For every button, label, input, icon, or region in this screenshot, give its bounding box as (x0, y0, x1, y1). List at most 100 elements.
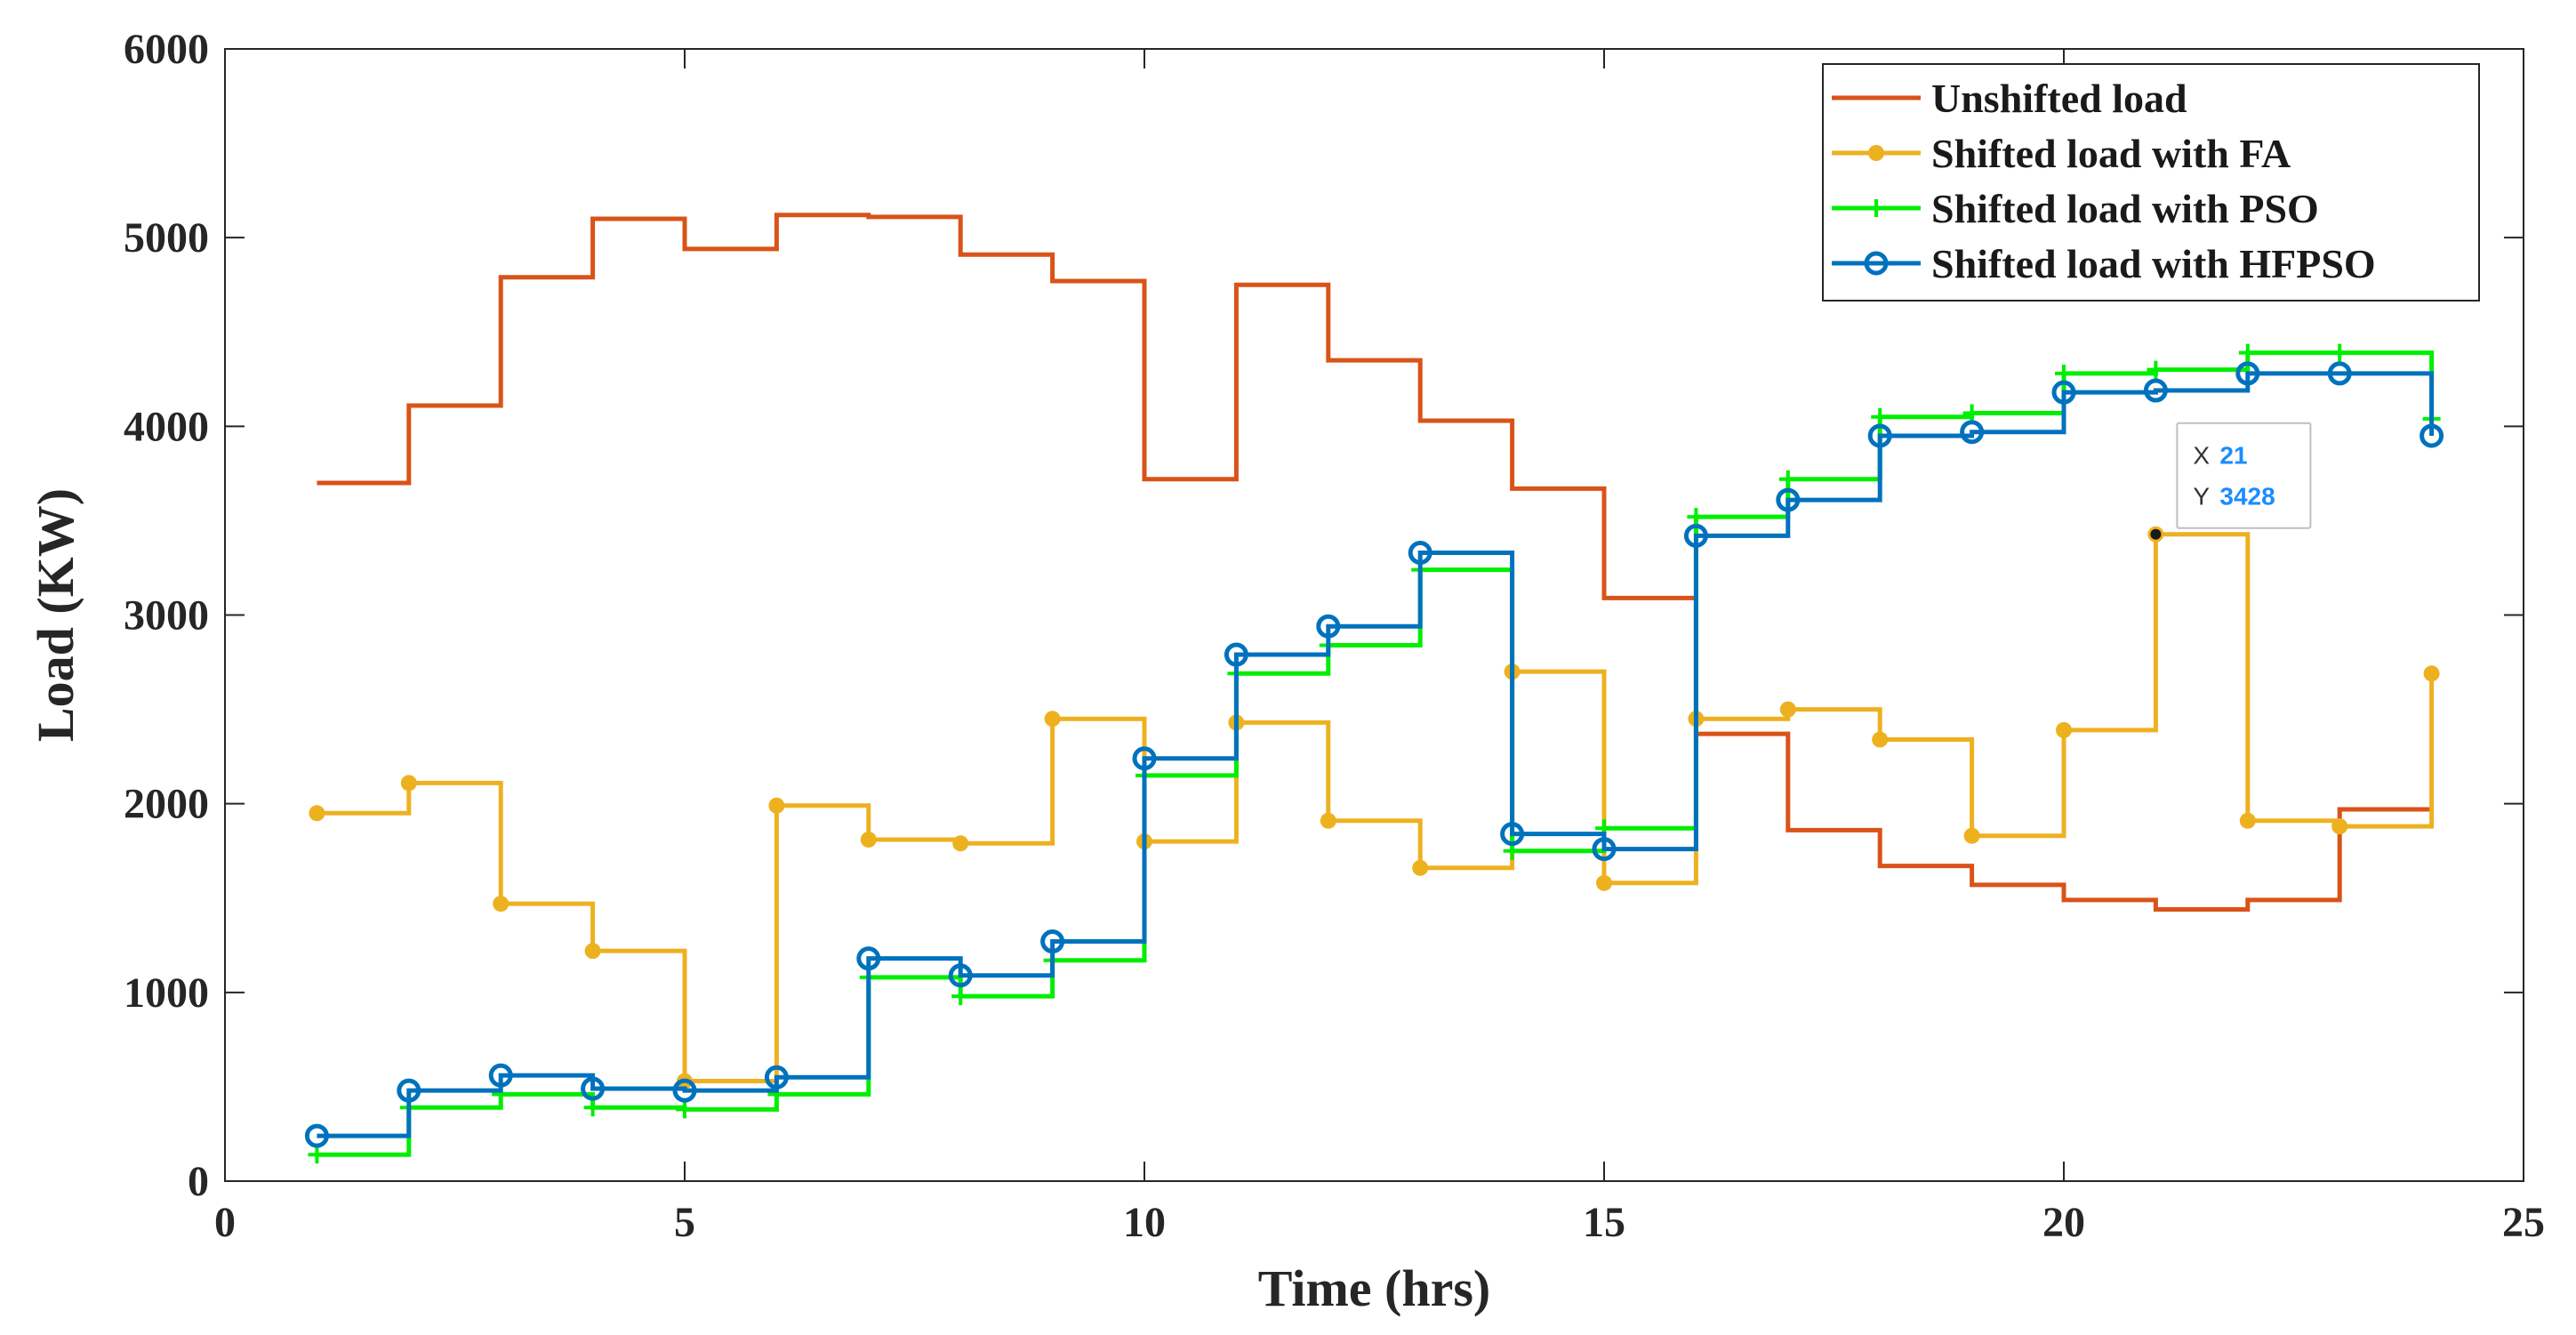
x-tick-label: 25 (2502, 1199, 2545, 1246)
data-point (2056, 721, 2072, 738)
legend-item-shifted-load-with-hfpso: Shifted load with HFPSO (1832, 241, 2376, 286)
data-point (676, 1100, 694, 1119)
data-point (2327, 361, 2352, 386)
data-point (856, 946, 881, 971)
y-tick-label: 5000 (124, 214, 209, 261)
data-point (860, 831, 877, 848)
legend-label: Shifted load with PSO (1931, 186, 2319, 231)
data-point (1132, 746, 1157, 771)
data-point (1778, 470, 1797, 488)
data-point (2331, 343, 2349, 362)
data-point (304, 1123, 329, 1148)
data-point (764, 1065, 789, 1090)
legend-label: Shifted load with HFPSO (1931, 241, 2376, 286)
x-tick-label: 10 (1123, 1199, 1166, 1246)
datatip-y-label: Y (2193, 483, 2210, 511)
y-tick-label: 0 (188, 1158, 209, 1205)
y-tick-label: 4000 (124, 403, 209, 450)
legend-marker (1867, 199, 1885, 217)
x-tick-label: 20 (2042, 1199, 2085, 1246)
datatip[interactable]: X 21 Y 3428 (2150, 422, 2312, 540)
data-point (581, 1076, 606, 1101)
data-point (948, 963, 973, 988)
data-point (2143, 378, 2168, 403)
data-point (1683, 523, 1708, 548)
data-point (493, 896, 510, 913)
data-point (768, 797, 785, 814)
data-point (309, 805, 325, 822)
legend-items: Unshifted load Shifted load with FA Shifte… (1832, 76, 2376, 286)
data-point (1776, 487, 1801, 512)
data-point (2238, 343, 2257, 362)
legend-item-shifted-load-with-fa: Shifted load with FA (1832, 131, 2291, 176)
legend-label: Shifted load with FA (1931, 131, 2291, 176)
data-point (1960, 420, 1985, 445)
data-point (583, 1098, 602, 1117)
data-point (1316, 614, 1341, 639)
legend-label: Unshifted load (1931, 76, 2187, 121)
x-tick-label: 0 (214, 1199, 236, 1246)
data-point (1040, 929, 1065, 954)
legend-marker (1864, 251, 1889, 276)
data-point (2147, 360, 2165, 379)
data-point (1963, 827, 1980, 844)
data-point (400, 775, 417, 792)
data-point (1408, 540, 1432, 565)
data-point (1044, 711, 1061, 728)
data-point (1224, 642, 1248, 667)
x-tick-label: 15 (1583, 1199, 1625, 1246)
data-point (2420, 423, 2444, 448)
data-point (2051, 380, 2076, 405)
series-line (317, 213, 2432, 912)
data-point (1867, 423, 1892, 448)
datatip-x-value: 21 (2219, 442, 2247, 470)
data-point (584, 943, 601, 960)
data-point (1320, 812, 1336, 829)
legend: Unshifted load Shifted load with FA Shifte… (1822, 63, 2480, 302)
legend-box (1822, 63, 2480, 302)
data-point (1872, 731, 1889, 748)
data-point (2235, 361, 2260, 386)
data-point (2239, 812, 2256, 829)
data-point (1871, 407, 1890, 426)
datatip-y-value: 3428 (2219, 483, 2275, 511)
data-point (672, 1078, 697, 1103)
series-shifted-load-with-hfpso (304, 361, 2444, 1148)
data-point (1687, 508, 1705, 527)
x-axis-title: Time (hrs) (1258, 1259, 1491, 1317)
datatip-point (2150, 528, 2162, 540)
legend-item-shifted-load-with-pso: Shifted load with PSO (1832, 186, 2319, 231)
data-point (1592, 837, 1617, 862)
series-layer (304, 213, 2444, 1164)
data-point (308, 1146, 326, 1164)
x-tick-label: 5 (674, 1199, 695, 1246)
y-tick-label: 1000 (124, 969, 209, 1017)
data-point (488, 1063, 513, 1088)
series-shifted-load-with-fa (309, 526, 2440, 1090)
y-tick-label: 3000 (124, 592, 209, 639)
data-point (2423, 665, 2440, 682)
y-axis-title: Load (KW) (27, 488, 84, 742)
data-point (1779, 701, 1796, 718)
legend-item-unshifted-load: Unshifted load (1832, 76, 2187, 121)
data-point (2055, 364, 2073, 382)
data-point (1962, 404, 1981, 422)
data-point (1500, 822, 1525, 847)
data-point (2331, 818, 2348, 835)
data-point (1596, 874, 1612, 891)
data-point (1412, 859, 1429, 876)
series-line (317, 371, 2435, 1138)
data-point (397, 1078, 421, 1103)
y-tick-label: 2000 (124, 781, 209, 828)
datatip-x-label: X (2193, 442, 2210, 470)
datatip-box (2176, 422, 2312, 529)
y-tick-label: 6000 (124, 26, 209, 73)
series-unshifted-load (317, 213, 2432, 912)
axis-ticks: 0 5 10 15 20 25 0 1000 2000 3000 4000 5000 6000 (124, 26, 2545, 1246)
data-point (952, 835, 969, 852)
series-line (317, 532, 2435, 1084)
plot-frame (224, 48, 2524, 1182)
data-point (951, 987, 970, 1006)
